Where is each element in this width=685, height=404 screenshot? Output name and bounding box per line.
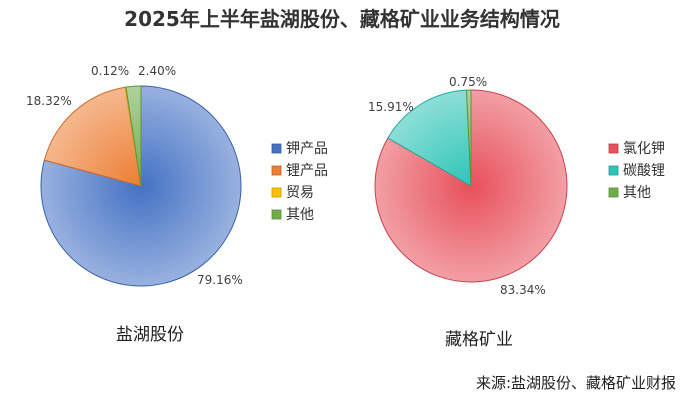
legend-label-potash-products: 钾产品: [286, 141, 328, 157]
legend-swatch-lithium-products: [271, 165, 282, 176]
legend-swatch-lithium-carbonate: [608, 165, 619, 176]
pie-slice-lithium-products: [43, 86, 142, 187]
pct-label-other: 2.40%: [138, 64, 176, 78]
legend-swatch-other: [271, 209, 282, 220]
pie-subtitle-1: 藏格矿业: [445, 330, 513, 350]
source-note: 来源:盐湖股份、藏格矿业财报: [476, 374, 676, 392]
legend-label-lithium-carbonate: 碳酸锂: [623, 163, 665, 179]
pie-subtitle-0: 盐湖股份: [116, 325, 184, 345]
legend-swatch-trade: [271, 187, 282, 198]
pct-label-lithium-products: 18.32%: [26, 94, 72, 108]
pct-label-lithium-carbonate: 15.91%: [368, 100, 414, 114]
chart-title: 2025年上半年盐湖股份、藏格矿业业务结构情况: [124, 7, 560, 31]
legend-label-potassium-chloride: 氯化钾: [623, 141, 665, 157]
pct-label-trade: 0.12%: [91, 64, 129, 78]
legend-swatch-other: [608, 187, 619, 198]
pie-slice-lithium-carbonate: [387, 89, 472, 187]
pie-slice-other: [125, 85, 142, 187]
pct-label-other: 0.75%: [449, 75, 487, 89]
legend-label-other: 其他: [286, 207, 314, 223]
legend-swatch-potassium-chloride: [608, 143, 619, 154]
pct-label-potassium-chloride: 83.34%: [500, 283, 546, 297]
legend-label-other: 其他: [623, 185, 651, 201]
legend-swatch-potash-products: [271, 143, 282, 154]
pie-slice-other: [465, 89, 472, 187]
pct-label-potash-products: 79.16%: [197, 273, 243, 287]
legend-label-lithium-products: 锂产品: [286, 163, 328, 179]
legend-label-trade: 贸易: [286, 185, 314, 201]
